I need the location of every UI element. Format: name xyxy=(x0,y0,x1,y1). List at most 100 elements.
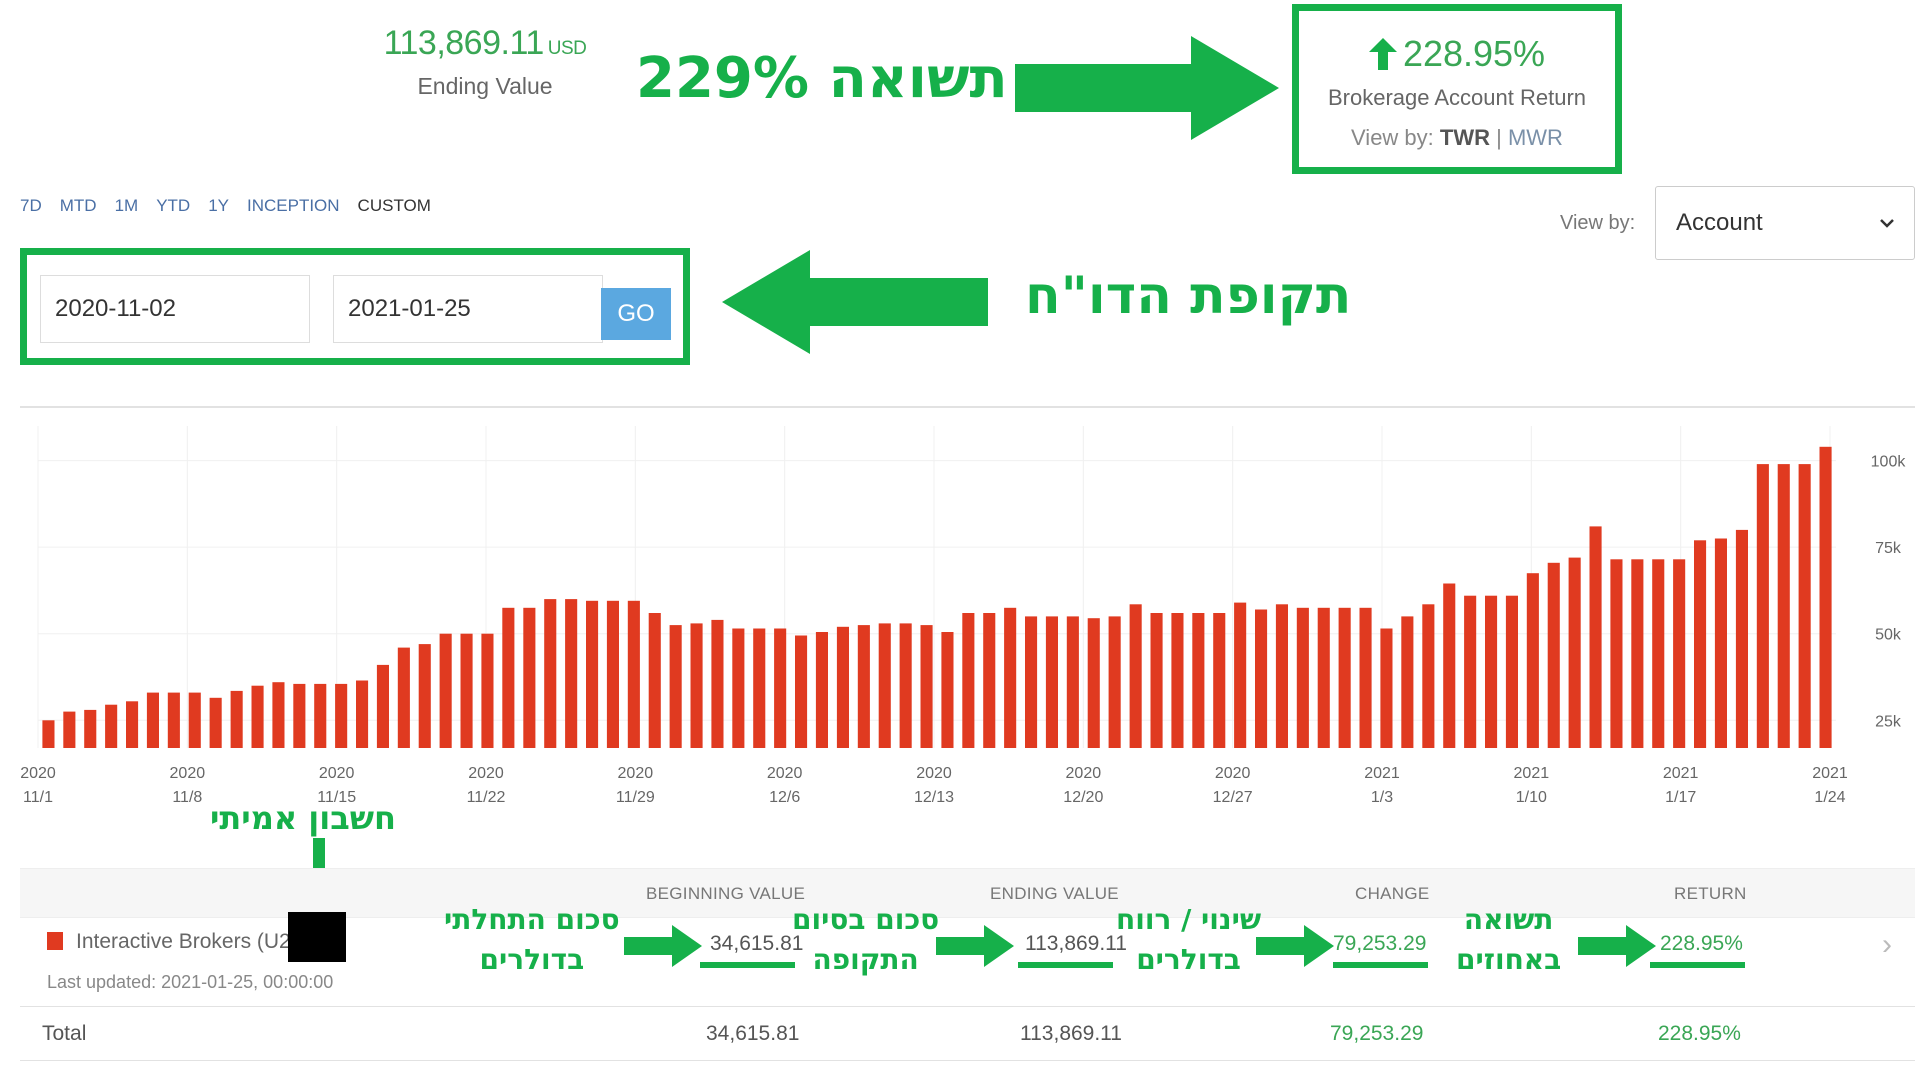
chart-bar[interactable] xyxy=(1694,540,1707,748)
chart-bar[interactable] xyxy=(1234,602,1247,748)
chart-bar[interactable] xyxy=(1275,604,1288,748)
chart-bar[interactable] xyxy=(1631,559,1644,748)
chart-bar[interactable] xyxy=(209,697,222,748)
chart-bar[interactable] xyxy=(1547,562,1560,748)
chart-bar[interactable] xyxy=(857,625,870,748)
chart-bar[interactable] xyxy=(606,600,619,748)
chart-bar[interactable] xyxy=(481,633,494,748)
chart-bar[interactable] xyxy=(627,600,640,748)
chart-bar[interactable] xyxy=(836,626,849,748)
chart-bar[interactable] xyxy=(690,623,703,748)
chart-bar[interactable] xyxy=(711,619,724,748)
chart-bar[interactable] xyxy=(376,664,389,748)
chart-bar[interactable] xyxy=(1129,604,1142,748)
chart-bar[interactable] xyxy=(1087,618,1100,748)
chart-bar[interactable] xyxy=(314,683,327,748)
chart-bar[interactable] xyxy=(523,607,536,748)
tab-1y[interactable]: 1Y xyxy=(208,196,229,215)
chart-bar[interactable] xyxy=(293,683,306,748)
chart-bar[interactable] xyxy=(63,711,76,748)
chart-bar[interactable] xyxy=(669,625,682,748)
chart-bar[interactable] xyxy=(188,692,201,748)
go-button[interactable]: GO xyxy=(601,288,671,340)
chart-bar[interactable] xyxy=(1401,616,1414,748)
chart-bar[interactable] xyxy=(1568,557,1581,748)
chart-bar[interactable] xyxy=(397,647,410,748)
chart-bar[interactable] xyxy=(1192,613,1205,748)
chart-bar[interactable] xyxy=(1505,595,1518,748)
chart-bar[interactable] xyxy=(1422,604,1435,748)
chart-bar[interactable] xyxy=(565,599,578,748)
chart-bar[interactable] xyxy=(1610,559,1623,748)
chart-bar[interactable] xyxy=(1171,613,1184,748)
chart-bar[interactable] xyxy=(1756,464,1769,748)
chart-bar[interactable] xyxy=(1150,613,1163,748)
chart-bar[interactable] xyxy=(815,632,828,748)
chart-bar[interactable] xyxy=(84,709,97,748)
chart-bar[interactable] xyxy=(1380,628,1393,749)
chart-bar[interactable] xyxy=(1255,609,1268,749)
chart-bar[interactable] xyxy=(774,628,787,749)
chart-bar[interactable] xyxy=(1045,616,1058,748)
chart-bar[interactable] xyxy=(502,607,515,748)
chart-bar[interactable] xyxy=(648,613,661,748)
chart-bar[interactable] xyxy=(1526,573,1539,748)
chart-bar[interactable] xyxy=(983,613,996,748)
tab-mtd[interactable]: MTD xyxy=(59,196,97,215)
view-by-mwr-link[interactable]: MWR xyxy=(1507,125,1563,150)
tab-custom[interactable]: CUSTOM xyxy=(357,196,431,215)
chart-bar[interactable] xyxy=(335,683,348,748)
view-by-select[interactable]: Account xyxy=(1655,186,1915,260)
chart-bar[interactable] xyxy=(1359,607,1372,748)
chart-bar[interactable] xyxy=(878,623,891,748)
chart-bar[interactable] xyxy=(732,628,745,749)
chart-bar[interactable] xyxy=(586,600,599,748)
view-by-twr-link[interactable]: TWR xyxy=(1439,125,1490,150)
chart-bar[interactable] xyxy=(1819,446,1832,748)
chart-bar[interactable] xyxy=(753,628,766,749)
chart-bar[interactable] xyxy=(251,685,264,748)
chart-bar[interactable] xyxy=(1485,595,1498,748)
chart-bar[interactable] xyxy=(920,625,933,748)
chart-bar[interactable] xyxy=(795,635,808,749)
chart-bar[interactable] xyxy=(1464,595,1477,748)
tab-ytd[interactable]: YTD xyxy=(156,196,191,215)
chart-bar[interactable] xyxy=(1652,559,1665,748)
chart-bar[interactable] xyxy=(167,692,180,748)
chart-bar[interactable] xyxy=(899,623,912,748)
chart-bar[interactable] xyxy=(272,682,285,748)
chart-bar[interactable] xyxy=(544,599,557,748)
chart-bar[interactable] xyxy=(1714,538,1727,749)
chart-bar[interactable] xyxy=(1589,526,1602,748)
chart-bar[interactable] xyxy=(356,680,369,749)
chart-bar[interactable] xyxy=(439,633,452,748)
chart-bar[interactable] xyxy=(105,704,118,748)
chart-bar[interactable] xyxy=(1338,607,1351,748)
chart-bar[interactable] xyxy=(1798,464,1811,748)
chart-bar[interactable] xyxy=(460,633,473,748)
chart-bar[interactable] xyxy=(230,690,243,748)
chart-bar[interactable] xyxy=(941,632,954,748)
chart-bar[interactable] xyxy=(146,692,159,748)
chart-bar[interactable] xyxy=(418,644,431,748)
chart-bar[interactable] xyxy=(1108,616,1121,748)
chart-bar[interactable] xyxy=(1443,583,1456,749)
tab-1m[interactable]: 1M xyxy=(114,196,139,215)
chart-bar[interactable] xyxy=(42,720,55,748)
chart-bar[interactable] xyxy=(1777,464,1790,748)
chart-bar[interactable] xyxy=(1673,559,1686,748)
chart-bar[interactable] xyxy=(1213,613,1226,748)
chart-bar[interactable] xyxy=(1735,529,1748,748)
chart-bar[interactable] xyxy=(962,613,975,748)
tab-inception[interactable]: INCEPTION xyxy=(246,196,340,215)
chart-bar[interactable] xyxy=(1066,616,1079,748)
chart-bar[interactable] xyxy=(1025,616,1038,748)
chevron-right-icon[interactable]: › xyxy=(1882,928,1892,961)
chart-bar[interactable] xyxy=(1004,607,1017,748)
tab-7d[interactable]: 7D xyxy=(20,196,42,215)
chart-bar[interactable] xyxy=(1296,607,1309,748)
start-date-input[interactable]: 2020-11-02 xyxy=(40,275,310,343)
end-date-input[interactable]: 2021-01-25 xyxy=(333,275,603,343)
chart-bar[interactable] xyxy=(1317,607,1330,748)
chart-bar[interactable] xyxy=(126,701,139,748)
